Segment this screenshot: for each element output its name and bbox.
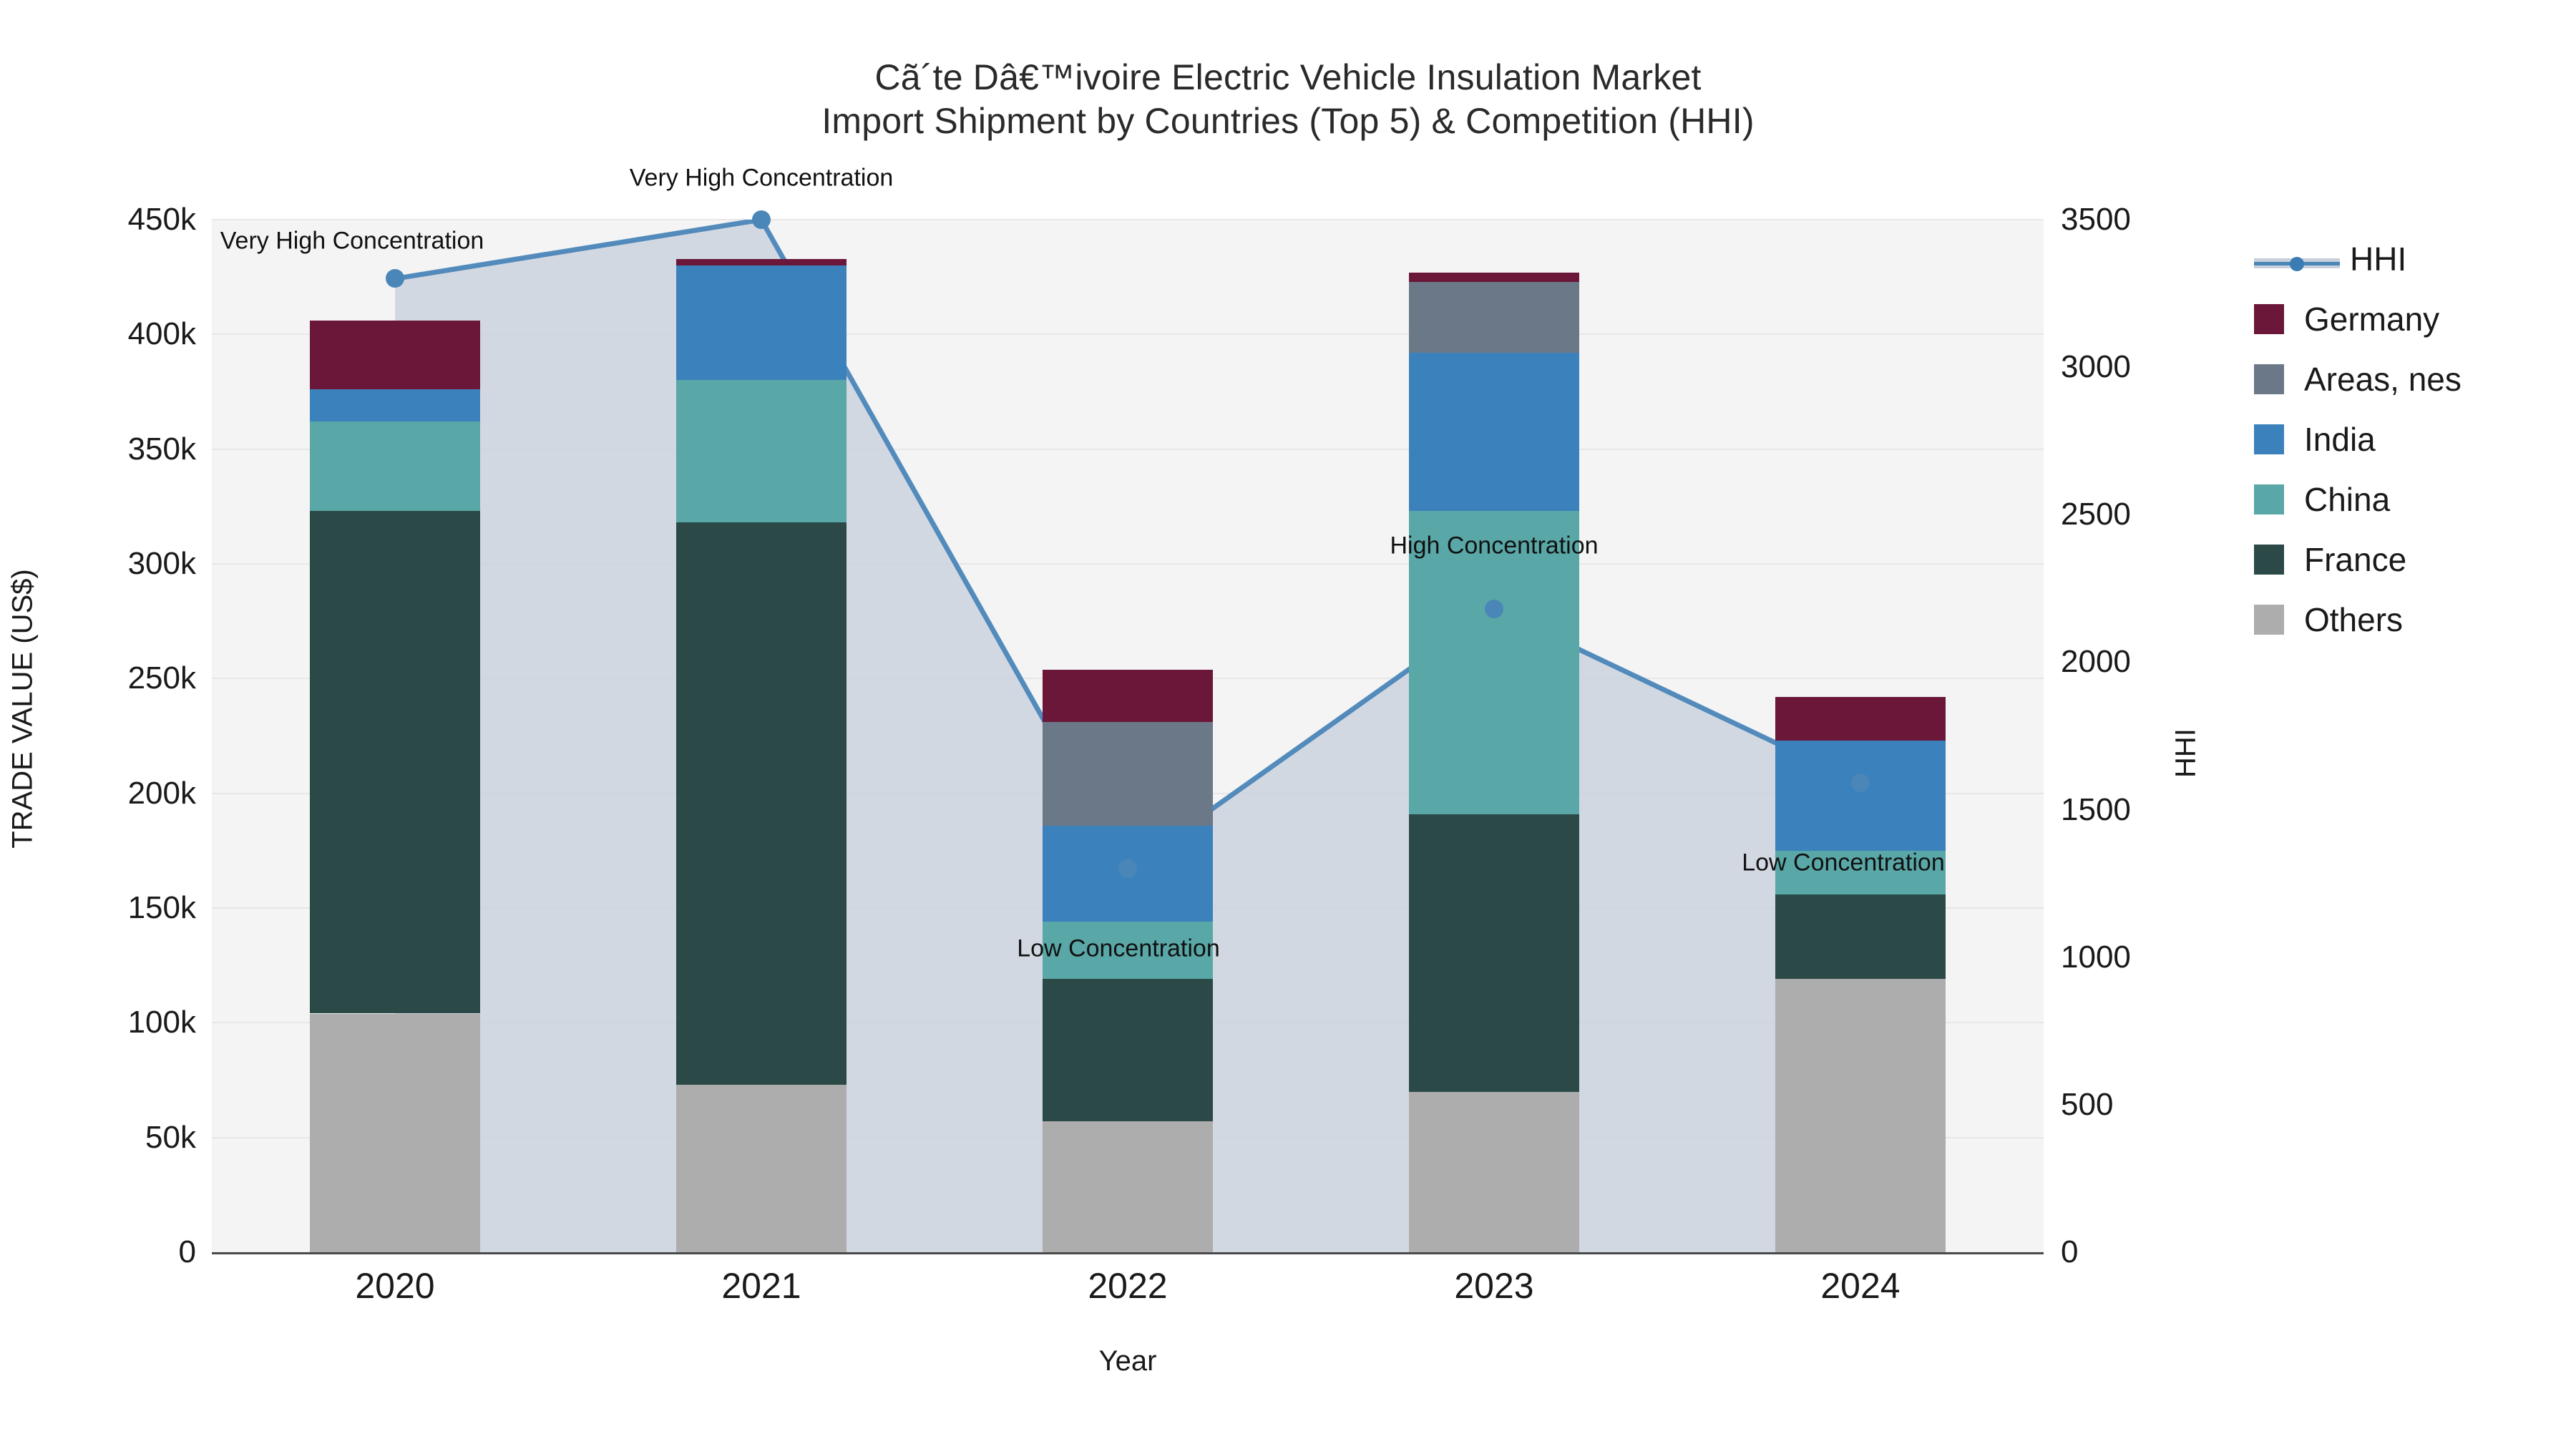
plot-area: Very High Concentration Very High Concent…: [212, 165, 2044, 1253]
y-axis-right-tick-label: 3000: [2061, 349, 2131, 385]
legend-swatch-icon: [2254, 484, 2284, 514]
y-axis-left-tick-label: 300k: [127, 546, 196, 581]
chart-title-line-2: Import Shipment by Countries (Top 5) & C…: [821, 101, 1755, 141]
x-axis-tick-label: 2020: [355, 1266, 435, 1306]
bar-segment: [1775, 894, 1946, 980]
y-axis-right-tick-label: 0: [2061, 1234, 2079, 1269]
y-axis-left-tick-label: 400k: [127, 316, 196, 352]
hhi-data-point: [1485, 600, 1503, 619]
hhi-data-point: [1851, 774, 1870, 793]
bar-segment: [310, 1013, 480, 1252]
x-axis-tick-label: 2022: [1088, 1266, 1168, 1306]
y-axis-left-tick-label: 0: [178, 1234, 196, 1269]
hhi-data-point: [386, 269, 404, 288]
y-axis-right-tick-label: 1500: [2061, 791, 2131, 827]
legend-item[interactable]: Areas, nes: [2254, 349, 2462, 409]
y-axis-right-tick-label: 3500: [2061, 202, 2131, 237]
y-axis-left-tick-label: 250k: [127, 660, 196, 696]
x-axis-title: Year: [1098, 1345, 1157, 1377]
bar-segment: [1043, 979, 1213, 1122]
bar-segment: [1409, 511, 1579, 814]
legend-swatch-icon: [2254, 545, 2284, 575]
x-axis-line: [212, 1252, 2044, 1254]
legend: HHI Germany Areas, nes India China France Othe…: [2254, 229, 2462, 650]
chart-title: Cã´te Dâ€™ivoire Electric Vehicle Insula…: [0, 56, 2576, 143]
y-axis-left-tick-label: 200k: [127, 775, 196, 811]
legend-item[interactable]: China: [2254, 469, 2462, 530]
legend-swatch-icon: [2254, 364, 2284, 394]
bar-segment: [676, 258, 847, 266]
bar-segment: [1043, 1121, 1213, 1252]
legend-item[interactable]: Others: [2254, 590, 2462, 650]
x-axis-tick-label: 2023: [1454, 1266, 1534, 1306]
bar-segment: [1409, 281, 1579, 353]
bar-segment: [310, 421, 480, 512]
concentration-annotation: Very High Concentration: [220, 227, 484, 255]
bar-segment: [1409, 1091, 1579, 1252]
x-axis-tick-label: 2024: [1820, 1266, 1901, 1306]
y-axis-right-tick-label: 2500: [2061, 497, 2131, 532]
legend-swatch-icon: [2254, 605, 2284, 635]
legend-item[interactable]: HHI: [2254, 229, 2462, 289]
legend-item-label: India: [2304, 421, 2376, 458]
legend-swatch-icon: [2254, 304, 2284, 334]
bar-segment: [1409, 352, 1579, 512]
bar-segment: [310, 389, 480, 422]
legend-item-label: China: [2304, 481, 2391, 518]
gridline: [212, 219, 2044, 220]
legend-item-label: Others: [2304, 601, 2404, 638]
bar-segment: [676, 1084, 847, 1252]
bar-segment: [676, 522, 847, 1085]
concentration-annotation: Very High Concentration: [629, 164, 894, 192]
bar-segment: [1409, 272, 1579, 282]
y-axis-right-title: HHI: [2170, 728, 2202, 778]
bar-segment: [1409, 814, 1579, 1092]
bar-segment: [1775, 850, 1946, 894]
y-axis-left-tick-label: 100k: [127, 1005, 196, 1040]
bar-segment: [1775, 696, 1946, 741]
concentration-annotation: High Concentration: [1390, 532, 1599, 560]
bar-segment: [310, 511, 480, 1014]
gridline: [212, 563, 2044, 565]
y-axis-left-tick-label: 450k: [127, 202, 196, 237]
gridline: [212, 333, 2044, 336]
hhi-line-icon: [2254, 244, 2340, 274]
x-axis-tick-label: 2021: [721, 1266, 801, 1306]
legend-item-label: France: [2304, 541, 2407, 578]
concentration-annotation: Low Concentration: [1742, 849, 1945, 877]
y-axis-left-tick-label: 150k: [127, 890, 196, 925]
y-axis-right-tick-label: 2000: [2061, 644, 2131, 680]
legend-item-label: Germany: [2304, 301, 2440, 338]
bar-segment: [676, 265, 847, 381]
legend-item-label: HHI: [2350, 240, 2407, 278]
y-axis-left-tick-label: 350k: [127, 431, 196, 467]
legend-item[interactable]: Germany: [2254, 289, 2462, 349]
legend-swatch-icon: [2254, 424, 2284, 454]
bar-segment: [1043, 922, 1213, 980]
bar-segment: [310, 321, 480, 390]
legend-item-label: Areas, nes: [2304, 361, 2462, 398]
hhi-data-point: [1118, 859, 1137, 879]
bar-segment: [676, 380, 847, 523]
bar-segment: [1775, 979, 1946, 1252]
bar-segment: [1775, 740, 1946, 851]
y-axis-right-tick-label: 500: [2061, 1086, 2114, 1122]
bar-segment: [1043, 722, 1213, 826]
y-axis-left-title: TRADE VALUE (US$): [6, 569, 39, 849]
bar-segment: [1043, 669, 1213, 723]
legend-item[interactable]: France: [2254, 530, 2462, 590]
gridline: [212, 448, 2044, 450]
concentration-annotation: Low Concentration: [1017, 935, 1220, 962]
y-axis-left-tick-label: 50k: [145, 1119, 196, 1155]
legend-item[interactable]: India: [2254, 409, 2462, 469]
y-axis-right-tick-label: 1000: [2061, 939, 2131, 975]
chart-title-line-1: Cã´te Dâ€™ivoire Electric Vehicle Insula…: [874, 57, 1702, 97]
hhi-data-point: [752, 210, 771, 229]
